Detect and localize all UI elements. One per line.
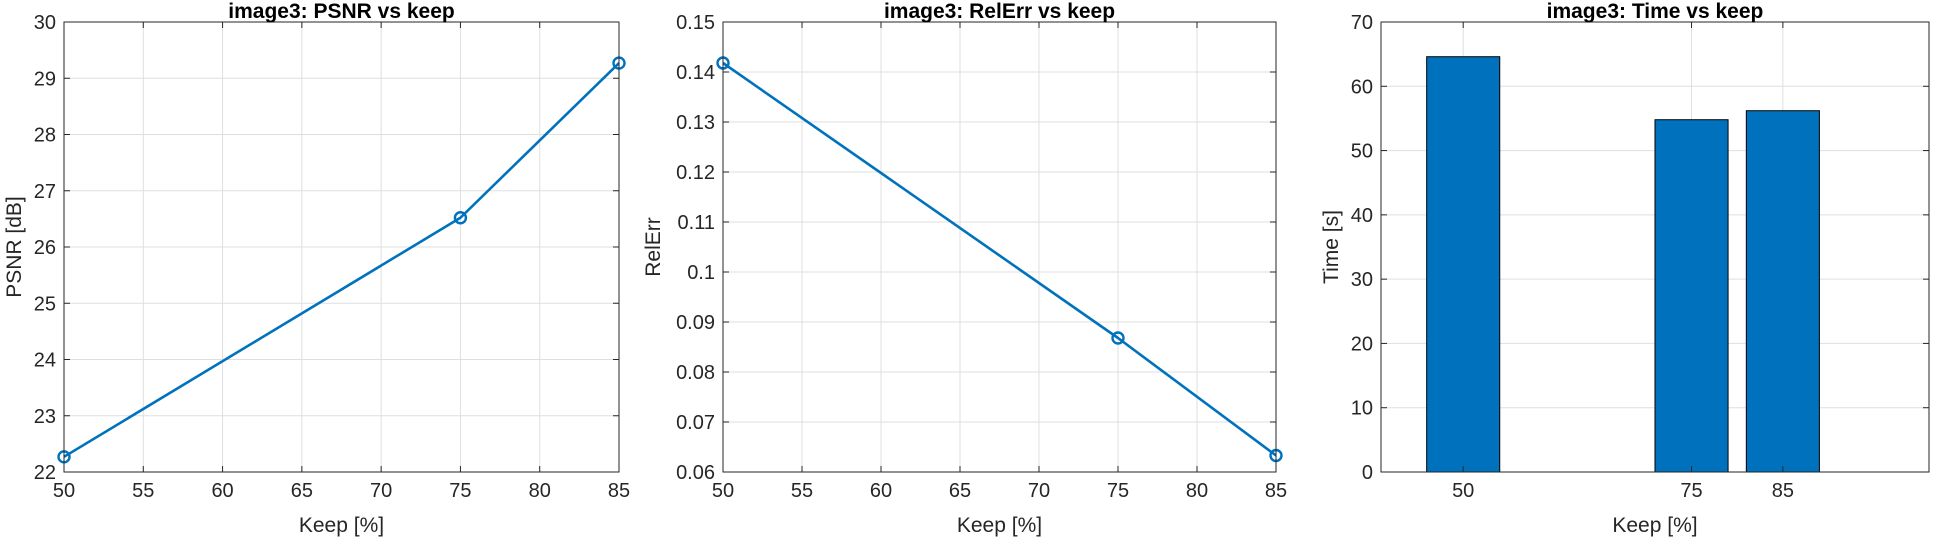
plot-area-relerr — [723, 22, 1276, 472]
x-tick-label: 80 — [1186, 480, 1208, 502]
y-tick-label: 27 — [34, 181, 56, 203]
y-tick-label: 20 — [1351, 333, 1373, 355]
data-point — [1111, 331, 1125, 345]
x-tick-label: 70 — [1028, 480, 1050, 502]
x-tick-label: 55 — [132, 480, 154, 502]
y-tick-label: 0.14 — [676, 62, 715, 84]
x-axis-label: Keep [%] — [299, 514, 384, 537]
x-tick-label: 70 — [370, 480, 392, 502]
x-tick-label: 65 — [949, 480, 971, 502]
y-tick-label: 0.15 — [676, 12, 715, 34]
chart-title: image3: Time vs keep — [1547, 0, 1764, 23]
y-tick-label: 30 — [1351, 269, 1373, 291]
ticks-psnr: 50 55 60 65 70 75 80 85 22 23 24 25 26 27 28 29 30 — [34, 12, 630, 502]
y-tick-label: 70 — [1351, 12, 1373, 34]
y-tick-label: 30 — [34, 12, 56, 34]
y-axis-label: Time [s] — [1320, 210, 1343, 284]
data-point — [453, 211, 468, 225]
x-axis-label: Keep [%] — [957, 514, 1042, 537]
chart-title: image3: RelErr vs keep — [884, 0, 1115, 23]
y-tick-label: 0.13 — [676, 112, 715, 134]
y-tick-label: 23 — [34, 406, 56, 428]
chart-title: image3: PSNR vs keep — [228, 0, 454, 23]
x-tick-label: 75 — [1680, 480, 1702, 502]
x-tick-label: 50 — [53, 480, 75, 502]
y-tick-label: 0 — [1362, 462, 1373, 484]
x-tick-label: 75 — [449, 480, 471, 502]
x-tick-label: 85 — [608, 480, 630, 502]
bar — [1745, 110, 1820, 473]
x-tick-label: 60 — [870, 480, 892, 502]
y-tick-label: 0.12 — [676, 162, 715, 184]
axes-box-time — [1380, 21, 1930, 473]
y-tick-label: 0.07 — [676, 412, 715, 434]
x-tick-label: 55 — [791, 480, 813, 502]
chart-psnr: 50 55 60 65 70 75 80 85 22 23 24 25 26 27 28 29 30 image… — [3, 0, 630, 537]
y-tick-label: 29 — [34, 68, 56, 90]
x-axis-label: Keep [%] — [1612, 514, 1697, 537]
y-tick-label: 25 — [34, 293, 56, 315]
y-tick-label: 28 — [34, 125, 56, 147]
y-tick-label: 40 — [1351, 205, 1373, 227]
x-tick-label: 75 — [1107, 480, 1129, 502]
x-tick-label: 60 — [211, 480, 233, 502]
y-axis-label: RelErr — [642, 217, 665, 277]
chart-relerr: 50 55 60 65 70 75 80 85 0.06 0.07 0.08 0.09 0.1 0.11 0… — [642, 0, 1287, 537]
y-axis-label: PSNR [dB] — [3, 196, 26, 298]
y-tick-label: 0.11 — [678, 212, 715, 234]
y-tick-label: 22 — [34, 462, 56, 484]
bar — [1426, 56, 1501, 473]
series-line — [63, 62, 620, 458]
ticks-time: 50 75 85 0 10 20 30 40 50 60 70 — [1351, 12, 1929, 502]
x-tick-label: 50 — [712, 480, 734, 502]
y-tick-label: 0.09 — [676, 312, 715, 334]
x-tick-label: 85 — [1772, 480, 1794, 502]
y-tick-label: 26 — [34, 237, 56, 259]
chart-time: 50 75 85 0 10 20 30 40 50 60 70 image3: Time vs ke… — [1320, 0, 1930, 537]
series-line — [722, 61, 1277, 457]
y-tick-label: 24 — [34, 350, 56, 372]
axes-box-relerr — [722, 21, 1277, 473]
x-tick-label: 85 — [1265, 480, 1287, 502]
x-tick-label: 50 — [1452, 480, 1474, 502]
bar — [1654, 119, 1729, 473]
y-tick-label: 50 — [1351, 141, 1373, 163]
y-tick-label: 0.08 — [676, 362, 715, 384]
series-time — [1426, 56, 1820, 473]
x-tick-label: 80 — [529, 480, 551, 502]
x-tick-label: 65 — [291, 480, 313, 502]
y-tick-label: 60 — [1351, 76, 1373, 98]
y-tick-label: 10 — [1351, 398, 1373, 420]
y-tick-label: 0.06 — [676, 462, 715, 484]
y-tick-label: 0.1 — [687, 262, 715, 284]
ticks-relerr: 50 55 60 65 70 75 80 85 0.06 0.07 0.08 0.09 0.1 0.11 0… — [676, 12, 1287, 502]
